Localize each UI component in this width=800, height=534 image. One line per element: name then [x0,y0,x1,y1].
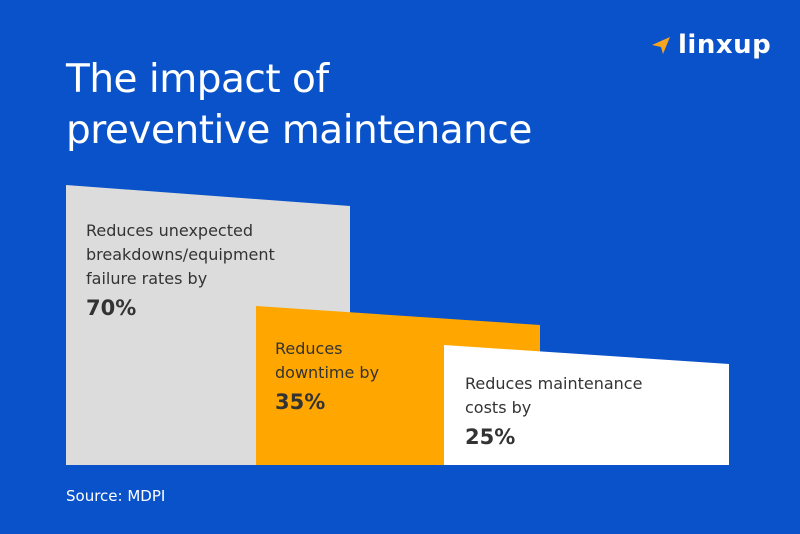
source-note: Source: MDPI [66,487,166,505]
block-costs-value: 25% [465,425,516,449]
block-breakdowns-value: 70% [86,296,137,320]
title-line-1: The impact of [66,57,329,102]
block-breakdowns-label-2: breakdowns/equipment [86,245,275,264]
page-title: The impact of preventive maintenance [66,54,686,156]
block-downtime-value: 35% [275,390,326,414]
arrow-icon [652,37,670,54]
block-costs-label-2: costs by [465,398,532,417]
block-breakdowns-label-3: failure rates by [86,269,208,288]
block-breakdowns-label-1: Reduces unexpected [86,221,253,240]
block-costs-label-1: Reduces maintenance [465,374,643,393]
block-costs-text: Reduces maintenance costs by 25% [465,372,642,452]
title-line-2: preventive maintenance [66,108,532,153]
block-downtime-label-2: downtime by [275,363,380,382]
block-breakdowns-text: Reduces unexpected breakdowns/equipment … [86,219,275,323]
logo-text: linxup [678,30,772,60]
block-costs-shape [444,345,729,465]
block-downtime-text: Reduces downtime by 35% [275,337,379,417]
linxup-logo: linxup [650,30,771,60]
block-downtime-label-1: Reduces [275,339,343,358]
